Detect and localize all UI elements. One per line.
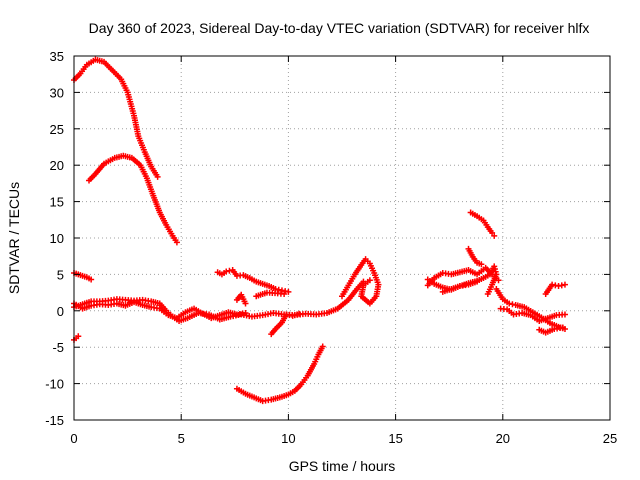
series-arc-i	[268, 310, 303, 338]
data-point	[242, 309, 249, 316]
data-points	[71, 56, 568, 405]
series-arc-k	[233, 343, 326, 405]
series-arc-f	[71, 299, 249, 322]
data-point	[491, 232, 498, 239]
x-tick-label: 15	[388, 431, 402, 446]
x-tick-label: 0	[70, 431, 77, 446]
series-arc-l	[339, 256, 382, 307]
y-tick-label: -10	[45, 377, 64, 392]
series-arc-d	[71, 333, 82, 343]
data-point	[75, 333, 82, 340]
data-point	[474, 278, 481, 285]
grid-lines	[74, 56, 610, 420]
series-arc-g	[214, 267, 292, 295]
series-arc-o	[439, 278, 481, 295]
y-tick-label: -15	[45, 413, 64, 428]
data-point	[495, 277, 502, 284]
y-tick-label: 10	[50, 231, 64, 246]
data-point	[366, 277, 373, 284]
y-tick-label: 25	[50, 122, 64, 137]
data-point	[478, 261, 485, 268]
x-tick-label: 10	[281, 431, 295, 446]
series-arc-s	[497, 305, 568, 324]
data-point	[242, 300, 249, 307]
chart-title: Day 360 of 2023, Sidereal Day-to-day VTE…	[89, 20, 590, 36]
y-tick-label: -5	[52, 340, 64, 355]
series-arc-j	[253, 289, 288, 300]
series-arc-q	[467, 209, 498, 239]
data-point	[281, 291, 288, 298]
x-tick-label: 20	[496, 431, 510, 446]
y-tick-label: 35	[50, 49, 64, 64]
data-point	[319, 343, 326, 350]
x-tick-label: 5	[178, 431, 185, 446]
data-point	[484, 291, 491, 298]
data-point	[559, 324, 566, 331]
y-axis-label: SDTVAR / TECUs	[6, 182, 22, 294]
data-point	[285, 288, 292, 295]
data-point	[154, 173, 161, 180]
y-tick-label: 5	[57, 267, 64, 282]
x-axis-label: GPS time / hours	[289, 458, 396, 474]
y-tick-label: 20	[50, 158, 64, 173]
data-point	[296, 310, 303, 317]
series-arc-h	[233, 291, 249, 307]
x-tick-label: 25	[603, 431, 617, 446]
data-point	[561, 281, 568, 288]
y-tick-label: 30	[50, 85, 64, 100]
y-tick-label: 0	[57, 304, 64, 319]
series-arc-p	[465, 245, 485, 268]
series-arc-t	[536, 324, 566, 336]
series-arc-a	[71, 56, 161, 180]
axis-ticks: 0 5 10 15 20 25 -15 -10 -5 0 5 10 15 20 25 30 35	[45, 49, 617, 446]
data-point	[88, 276, 95, 283]
series-arc-b	[86, 152, 180, 246]
y-tick-label: 15	[50, 195, 64, 210]
data-point	[561, 311, 568, 318]
series-arc-u	[542, 281, 568, 298]
series-arc-n	[424, 264, 502, 289]
data-point	[173, 239, 180, 246]
series-arc-e	[71, 278, 367, 324]
